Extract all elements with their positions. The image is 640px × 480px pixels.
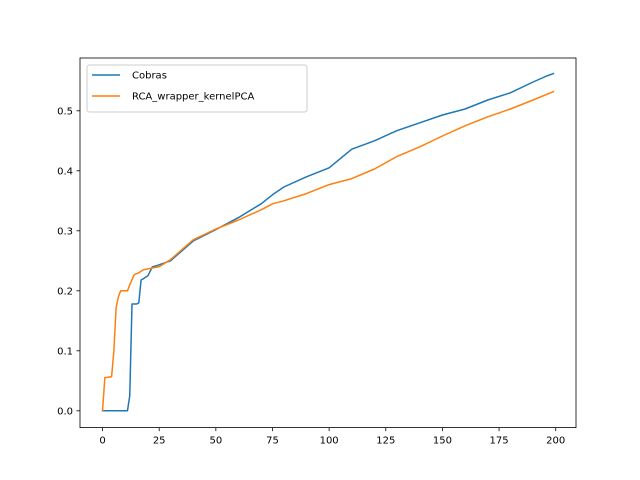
plot-area: [80, 58, 576, 428]
series-layer: [101, 72, 555, 412]
x-tick-label: 125: [376, 436, 395, 447]
legend: Cobras RCA_wrapper_kernelPCA: [86, 64, 308, 113]
axes-layer: [79, 57, 577, 429]
x-tick-label: 150: [433, 436, 452, 447]
x-tick-label: 75: [266, 436, 279, 447]
x-axis-ticks: 0 25 50 75 100 125 150 175 200: [99, 427, 565, 447]
legend-label-1: RCA_wrapper_kernelPCA: [132, 92, 254, 103]
x-tick-label: 175: [490, 436, 509, 447]
y-tick-label: 0.0: [57, 406, 73, 417]
legend-box: [86, 64, 308, 113]
x-tick-label: 200: [546, 436, 565, 447]
y-axis-ticks: 0.0 0.1 0.2 0.3 0.4 0.5: [57, 106, 80, 417]
series-line-1: [101, 90, 555, 412]
y-tick-label: 0.5: [57, 106, 73, 117]
y-tick-label: 0.2: [57, 286, 73, 297]
legend-label-0: Cobras: [132, 71, 167, 82]
plot-frame: [79, 57, 577, 429]
x-tick-label: 0: [99, 436, 105, 447]
y-tick-label: 0.3: [57, 226, 73, 237]
x-tick-label: 100: [320, 436, 339, 447]
y-tick-label: 0.1: [57, 346, 73, 357]
x-tick-label: 50: [209, 436, 222, 447]
x-tick-label: 25: [153, 436, 166, 447]
series-line-0: [101, 72, 555, 412]
y-tick-label: 0.4: [57, 166, 73, 177]
